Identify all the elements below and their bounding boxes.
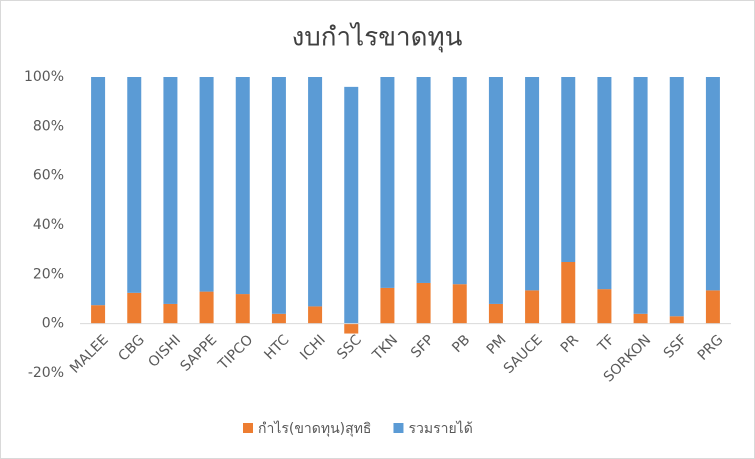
y-tick-label: 80% xyxy=(33,118,64,134)
bar-segment xyxy=(597,289,612,324)
y-tick-label: 0% xyxy=(42,316,64,332)
legend-label: กำไร(ขาดทุน)สุทธิ xyxy=(258,420,371,437)
bar-segment xyxy=(416,282,431,324)
legend-swatch xyxy=(393,423,404,433)
bar-segment xyxy=(416,77,431,283)
y-tick-label: 20% xyxy=(33,266,64,282)
y-tick-label: 60% xyxy=(33,168,64,184)
y-tick-label: 100% xyxy=(24,69,64,85)
bar-segment xyxy=(235,77,250,295)
chart-title: งบกำไรขาดทุน xyxy=(292,22,463,53)
bar-segment xyxy=(561,77,576,262)
bar-segment xyxy=(380,77,395,288)
bar-segment xyxy=(199,291,214,324)
bar-segment xyxy=(163,303,178,324)
bar-segment xyxy=(127,77,142,293)
bar-segment xyxy=(633,313,648,324)
bar-segment xyxy=(91,77,106,306)
bar-segment xyxy=(561,262,576,324)
bar-segment xyxy=(669,77,684,317)
bar-segment xyxy=(271,313,286,324)
bar-segment xyxy=(344,323,359,334)
bar-segment xyxy=(488,303,503,324)
bar-segment xyxy=(199,77,214,292)
bar-segment xyxy=(271,77,286,314)
bar-segment xyxy=(525,290,540,324)
bar-segment xyxy=(235,294,250,324)
bar-segment xyxy=(380,287,395,324)
bar-segment xyxy=(452,77,467,285)
bar-segment xyxy=(452,284,467,324)
bar-segment xyxy=(344,86,359,324)
bar-segment xyxy=(525,77,540,291)
legend-swatch xyxy=(243,423,253,433)
bar-segment xyxy=(705,77,720,291)
bar-segment xyxy=(597,77,612,290)
bar-segment xyxy=(669,316,684,324)
bar-segment xyxy=(705,290,720,324)
bar-segment xyxy=(308,306,323,324)
bar-segment xyxy=(127,292,142,324)
bar-segment xyxy=(91,305,106,324)
bar-segment xyxy=(488,77,503,304)
y-tick-label: 40% xyxy=(33,217,64,233)
bar-segment xyxy=(308,77,323,307)
legend-label: รวมรายได้ xyxy=(408,420,472,437)
y-tick-label: -20% xyxy=(28,365,64,381)
bar-segment xyxy=(163,77,178,304)
bar-segment xyxy=(633,77,648,314)
